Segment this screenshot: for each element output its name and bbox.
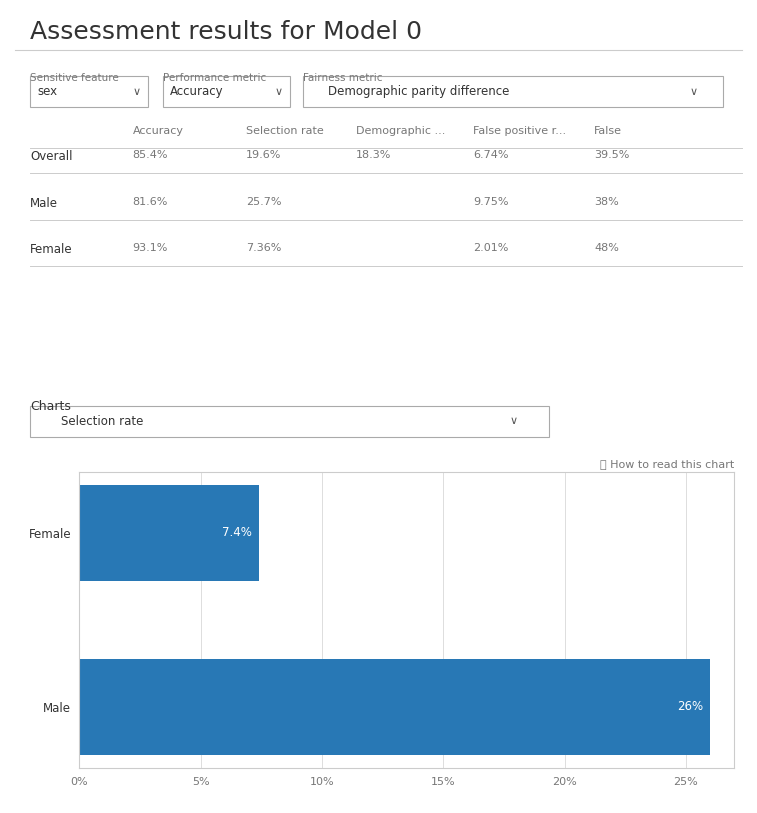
Text: 9.75%: 9.75% [473, 197, 509, 207]
Text: Accuracy: Accuracy [132, 126, 183, 136]
Bar [79, 485, 259, 580]
Text: False: False [594, 126, 622, 136]
Text: 39.5%: 39.5% [594, 150, 630, 160]
Text: sex: sex [37, 85, 58, 98]
Text: Male: Male [30, 197, 58, 210]
Text: 93.1%: 93.1% [132, 243, 168, 253]
Text: 18.3%: 18.3% [356, 150, 391, 160]
Text: Assessment results for Model 0: Assessment results for Model 0 [30, 20, 422, 45]
Text: 25.7%: 25.7% [246, 197, 282, 207]
FancyBboxPatch shape [163, 76, 290, 107]
Text: 2.01%: 2.01% [473, 243, 509, 253]
Text: Charts: Charts [30, 400, 71, 413]
Text: 81.6%: 81.6% [132, 197, 168, 207]
Bar [79, 659, 710, 754]
Text: 6.74%: 6.74% [473, 150, 509, 160]
Text: 38%: 38% [594, 197, 619, 207]
Text: 19.6%: 19.6% [246, 150, 282, 160]
Text: ∨: ∨ [690, 87, 698, 97]
Text: Accuracy: Accuracy [170, 85, 224, 98]
Text: Selection rate: Selection rate [61, 415, 144, 428]
Text: Sensitive feature: Sensitive feature [30, 73, 119, 83]
Text: ∨: ∨ [509, 416, 518, 426]
Text: Female: Female [30, 243, 73, 256]
Text: Selection rate: Selection rate [246, 126, 324, 136]
FancyBboxPatch shape [303, 76, 723, 107]
Text: ∨: ∨ [274, 87, 282, 97]
Text: Demographic parity difference: Demographic parity difference [328, 85, 509, 98]
FancyBboxPatch shape [30, 406, 549, 437]
Text: 26%: 26% [677, 701, 702, 714]
FancyBboxPatch shape [30, 76, 148, 107]
Text: 48%: 48% [594, 243, 619, 253]
Text: Fairness metric: Fairness metric [303, 73, 382, 83]
Text: Demographic ...: Demographic ... [356, 126, 445, 136]
Text: Performance metric: Performance metric [163, 73, 266, 83]
Text: 85.4%: 85.4% [132, 150, 168, 160]
Text: False positive r...: False positive r... [473, 126, 566, 136]
Text: 7.4%: 7.4% [222, 526, 251, 539]
Text: Overall: Overall [30, 150, 73, 163]
Text: ⓘ How to read this chart: ⓘ How to read this chart [600, 459, 734, 469]
Text: 7.36%: 7.36% [246, 243, 282, 253]
Text: ∨: ∨ [132, 87, 141, 97]
